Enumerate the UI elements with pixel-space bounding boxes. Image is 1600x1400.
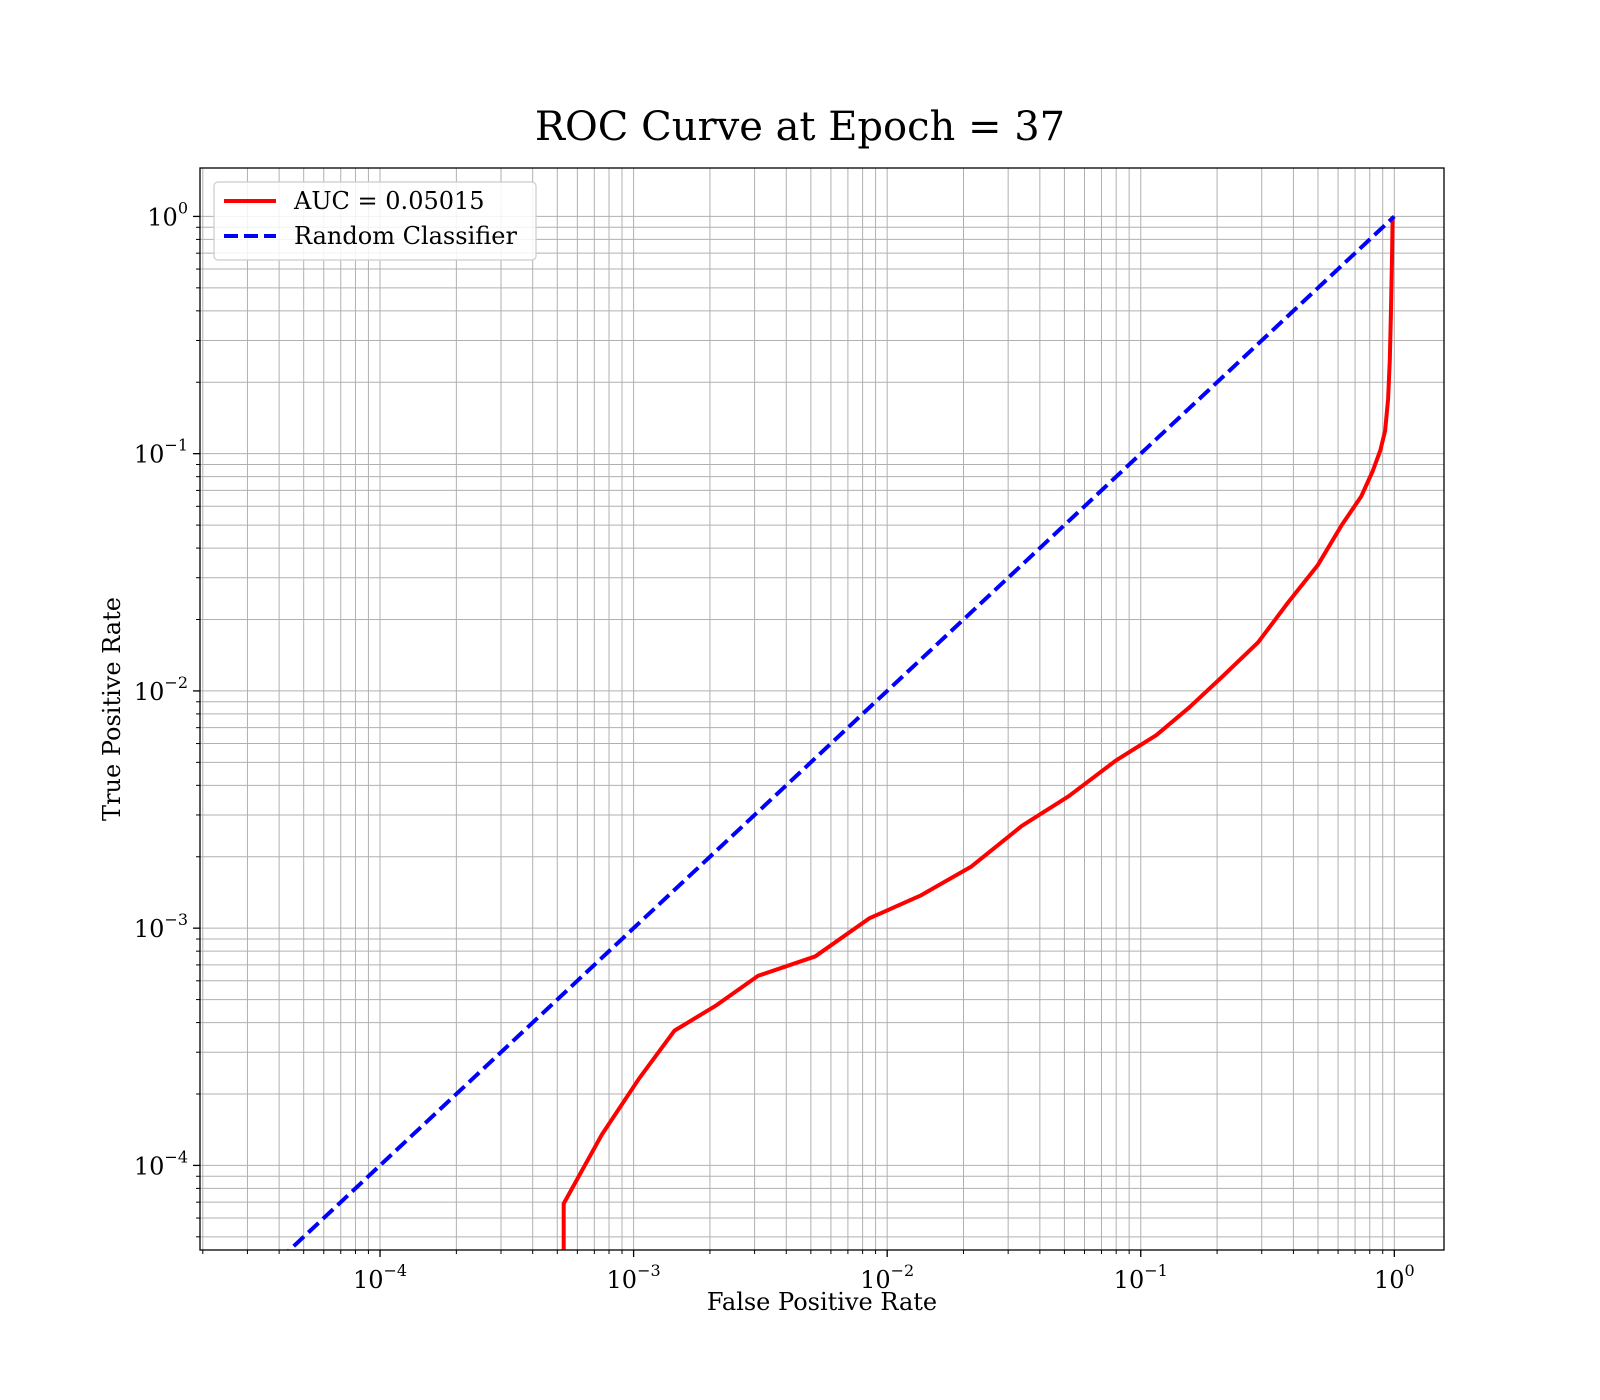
x-tick-label: 100: [1374, 1261, 1415, 1294]
roc-curve-line: [561, 216, 1395, 1250]
x-tick-label: 10−3: [607, 1261, 661, 1294]
y-tick-label: 10−3: [134, 910, 188, 943]
plot-frame: [199, 167, 1445, 1251]
x-tick-label: 10−4: [353, 1261, 407, 1294]
y-axis-label: True Positive Rate: [98, 597, 126, 821]
random-classifier-line: [286, 214, 1396, 1250]
x-tick-label: 10−2: [860, 1261, 914, 1294]
y-tick-label: 10−2: [134, 673, 188, 706]
minor-ticks: [196, 226, 1384, 1254]
legend-box: [213, 181, 537, 261]
chart-title: ROC Curve at Epoch = 37: [535, 104, 1065, 150]
y-axis-ticks: 10−4 10−3 10−2 10−1 100: [134, 198, 200, 1180]
legend-label-random: Random Classifier: [294, 222, 517, 250]
series-layer: [286, 214, 1396, 1250]
y-tick-label: 10−4: [134, 1147, 188, 1180]
x-axis-label: False Positive Rate: [707, 1288, 937, 1316]
legend: AUC = 0.05015 Random Classifier: [213, 181, 537, 261]
legend-label-auc: AUC = 0.05015: [293, 187, 485, 215]
y-tick-label: 10−1: [134, 436, 188, 469]
grid: [200, 168, 1444, 1250]
y-tick-label: 100: [147, 198, 188, 231]
x-axis-ticks: 10−4 10−3 10−2 10−1 100: [353, 1250, 1415, 1294]
x-tick-label: 10−1: [1114, 1261, 1168, 1294]
